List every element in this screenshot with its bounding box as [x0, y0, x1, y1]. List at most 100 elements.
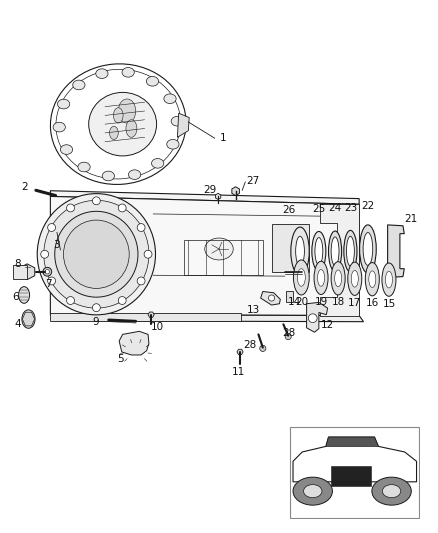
- Ellipse shape: [45, 270, 49, 274]
- Circle shape: [41, 251, 49, 258]
- Ellipse shape: [102, 171, 114, 181]
- Polygon shape: [119, 332, 149, 355]
- Ellipse shape: [369, 271, 376, 287]
- Circle shape: [268, 295, 275, 301]
- Ellipse shape: [118, 99, 136, 123]
- Ellipse shape: [146, 76, 159, 86]
- Ellipse shape: [78, 162, 90, 172]
- Ellipse shape: [113, 108, 123, 123]
- Polygon shape: [388, 225, 404, 278]
- Text: 19: 19: [314, 297, 328, 307]
- Text: 16: 16: [366, 298, 379, 308]
- Text: 28: 28: [283, 328, 296, 338]
- Polygon shape: [35, 190, 36, 191]
- Polygon shape: [215, 193, 221, 199]
- Ellipse shape: [128, 170, 141, 180]
- Text: 26: 26: [283, 205, 296, 215]
- Ellipse shape: [351, 270, 358, 287]
- Circle shape: [260, 345, 266, 351]
- Ellipse shape: [312, 231, 326, 271]
- Polygon shape: [326, 437, 378, 447]
- Polygon shape: [232, 187, 240, 196]
- Polygon shape: [20, 264, 35, 280]
- Polygon shape: [50, 314, 364, 322]
- Ellipse shape: [64, 220, 129, 288]
- Ellipse shape: [73, 80, 85, 90]
- Ellipse shape: [122, 68, 134, 77]
- Text: 3: 3: [53, 240, 60, 251]
- Polygon shape: [50, 191, 359, 204]
- Circle shape: [293, 477, 332, 505]
- Text: 6: 6: [12, 292, 19, 302]
- Polygon shape: [177, 113, 189, 138]
- Ellipse shape: [18, 287, 30, 303]
- Ellipse shape: [37, 193, 155, 315]
- Text: 21: 21: [404, 214, 417, 224]
- Polygon shape: [261, 292, 280, 305]
- Text: 1: 1: [220, 133, 227, 143]
- Ellipse shape: [60, 145, 73, 155]
- Text: 15: 15: [382, 298, 396, 309]
- Polygon shape: [22, 312, 35, 326]
- Ellipse shape: [164, 94, 176, 103]
- Circle shape: [144, 251, 152, 258]
- Text: 17: 17: [348, 298, 361, 308]
- Ellipse shape: [344, 230, 357, 272]
- Circle shape: [137, 223, 145, 231]
- Ellipse shape: [363, 232, 373, 265]
- Text: 18: 18: [332, 297, 345, 308]
- Circle shape: [118, 204, 126, 212]
- Ellipse shape: [293, 260, 309, 295]
- Text: 9: 9: [92, 317, 99, 327]
- Ellipse shape: [96, 69, 108, 78]
- Circle shape: [308, 314, 317, 322]
- Text: 5: 5: [117, 354, 124, 364]
- Text: 20: 20: [295, 296, 308, 306]
- Ellipse shape: [171, 116, 184, 126]
- Ellipse shape: [152, 158, 164, 168]
- Text: 12: 12: [321, 320, 334, 330]
- Ellipse shape: [296, 236, 304, 266]
- Text: 2: 2: [21, 182, 28, 192]
- Ellipse shape: [315, 238, 323, 265]
- Circle shape: [92, 197, 100, 205]
- Ellipse shape: [205, 238, 233, 260]
- Polygon shape: [50, 313, 241, 321]
- Ellipse shape: [314, 261, 328, 295]
- Ellipse shape: [348, 262, 362, 295]
- Ellipse shape: [167, 140, 179, 149]
- Text: 25: 25: [312, 204, 325, 214]
- Text: 14: 14: [288, 297, 301, 308]
- Ellipse shape: [297, 269, 305, 286]
- Circle shape: [118, 296, 126, 304]
- Circle shape: [137, 277, 145, 285]
- Ellipse shape: [291, 227, 309, 275]
- Ellipse shape: [43, 268, 52, 276]
- Polygon shape: [237, 349, 243, 354]
- Circle shape: [67, 296, 74, 304]
- Text: 7: 7: [45, 279, 52, 289]
- Bar: [286, 291, 293, 302]
- Bar: [331, 466, 371, 487]
- Ellipse shape: [331, 237, 339, 265]
- Ellipse shape: [318, 270, 325, 286]
- Text: 22: 22: [361, 201, 374, 211]
- Polygon shape: [307, 302, 328, 332]
- Ellipse shape: [385, 271, 392, 288]
- Text: 28: 28: [243, 341, 256, 350]
- Text: 29: 29: [204, 185, 217, 195]
- Circle shape: [382, 484, 401, 498]
- Text: 24: 24: [328, 203, 342, 213]
- Circle shape: [372, 477, 411, 505]
- Text: 4: 4: [14, 319, 21, 329]
- Bar: [184, 240, 263, 275]
- Ellipse shape: [44, 200, 149, 308]
- Text: 23: 23: [344, 203, 357, 213]
- Polygon shape: [148, 312, 154, 317]
- Ellipse shape: [335, 270, 342, 287]
- Circle shape: [48, 277, 56, 285]
- Text: 8: 8: [14, 260, 21, 269]
- Circle shape: [48, 223, 56, 231]
- Ellipse shape: [126, 120, 137, 138]
- Polygon shape: [50, 197, 359, 316]
